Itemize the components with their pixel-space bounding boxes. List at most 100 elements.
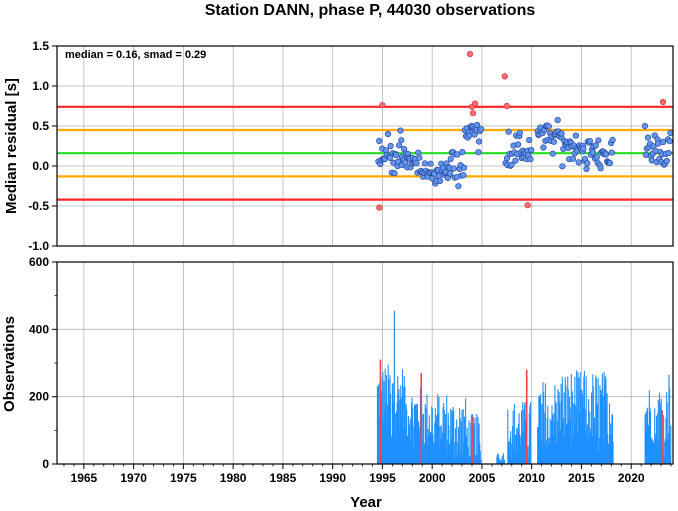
x-tick-label: 2005 bbox=[469, 471, 496, 485]
x-tick-label: 2000 bbox=[419, 471, 446, 485]
residual-points bbox=[375, 50, 674, 211]
residual-point bbox=[460, 172, 467, 179]
residual-point bbox=[540, 144, 547, 151]
residual-point bbox=[512, 157, 519, 164]
x-tick-label: 1995 bbox=[369, 471, 396, 485]
x-tick-label: 2010 bbox=[518, 471, 545, 485]
residual-point bbox=[421, 160, 429, 167]
observations-y-ticks: 600 400 200 0 bbox=[29, 255, 57, 471]
residual-point bbox=[641, 122, 649, 130]
y-tick-label: 600 bbox=[29, 255, 49, 269]
residual-point bbox=[396, 142, 403, 149]
residual-point bbox=[391, 170, 398, 177]
residual-point bbox=[550, 138, 558, 145]
residual-point bbox=[416, 154, 423, 161]
residual-point bbox=[572, 132, 580, 139]
outlier-point bbox=[524, 202, 531, 209]
residual-point bbox=[393, 152, 400, 159]
residual-point bbox=[597, 165, 604, 172]
residual-frame bbox=[56, 45, 674, 247]
stats-annotation: median = 0.16, smad = 0.29 bbox=[65, 49, 206, 61]
y-tick-label: -1.0 bbox=[28, 239, 49, 253]
outlier-point bbox=[376, 204, 383, 211]
residual-point bbox=[450, 165, 457, 172]
residual-point bbox=[413, 160, 420, 167]
residual-point bbox=[558, 130, 565, 137]
x-tick-label: 2020 bbox=[618, 471, 645, 485]
outlier-point bbox=[471, 100, 479, 107]
residual-point bbox=[455, 183, 462, 190]
outlier-point bbox=[379, 102, 386, 109]
residual-point bbox=[609, 136, 616, 143]
residual-point bbox=[475, 138, 483, 145]
residual-point bbox=[474, 121, 481, 129]
residual-point bbox=[514, 141, 522, 148]
residual-point bbox=[376, 137, 383, 144]
residual-point bbox=[397, 127, 404, 134]
residual-point bbox=[387, 142, 394, 150]
outlier-point bbox=[469, 110, 477, 117]
residual-point bbox=[586, 138, 594, 145]
residual-point bbox=[545, 123, 552, 130]
residual-point bbox=[589, 149, 597, 156]
residual-point bbox=[526, 136, 533, 144]
residual-point bbox=[527, 156, 534, 163]
residual-point bbox=[663, 157, 670, 165]
y-tick-label: 0.0 bbox=[32, 159, 49, 173]
y-tick-label: 1.0 bbox=[32, 79, 49, 93]
residual-point bbox=[595, 137, 602, 144]
residual-point bbox=[593, 154, 600, 161]
residual-point bbox=[398, 137, 405, 144]
y-tick-label: 200 bbox=[29, 390, 49, 404]
residual-point bbox=[528, 146, 535, 154]
y-tick-label: 0 bbox=[42, 457, 49, 471]
residual-point bbox=[459, 149, 466, 156]
y-tick-label: 1.5 bbox=[32, 39, 49, 53]
y-tick-label: 0.5 bbox=[32, 119, 49, 133]
residual-point bbox=[642, 151, 650, 158]
residual-point bbox=[549, 150, 556, 157]
residual-point bbox=[554, 116, 561, 124]
residual-point bbox=[508, 161, 515, 168]
residual-point bbox=[559, 163, 566, 170]
residual-point bbox=[584, 160, 591, 167]
residual-point bbox=[659, 139, 667, 146]
observations-y-label: Observations bbox=[1, 316, 18, 412]
residual-point bbox=[475, 149, 482, 156]
residual-point bbox=[592, 142, 599, 149]
x-axis-label: Year bbox=[350, 494, 382, 511]
residual-point bbox=[415, 149, 422, 156]
residual-y-label: Median residual [s] bbox=[3, 78, 20, 214]
residual-point bbox=[427, 160, 434, 167]
residual-point bbox=[454, 151, 461, 158]
y-tick-label: 400 bbox=[29, 322, 49, 336]
x-tick-label: 1990 bbox=[319, 471, 346, 485]
residual-point bbox=[437, 177, 444, 184]
residual-point bbox=[608, 149, 615, 156]
residual-point bbox=[384, 130, 392, 138]
residual-point bbox=[583, 165, 590, 172]
residual-point bbox=[516, 129, 524, 136]
x-tick-label: 1975 bbox=[170, 471, 197, 485]
residual-point bbox=[575, 159, 582, 166]
observations-flag-bars bbox=[379, 359, 663, 464]
residual-point bbox=[602, 151, 610, 158]
x-tick-label: 1980 bbox=[220, 471, 247, 485]
residual-panel: 1.5 1.0 0.5 0.0 -0.5 -1.0 median = 0.16, smad… bbox=[3, 39, 674, 253]
residual-point bbox=[666, 138, 673, 145]
residual-point bbox=[447, 155, 454, 162]
outlier-point bbox=[503, 102, 510, 110]
residual-y-ticks: 1.5 1.0 0.5 0.0 -0.5 -1.0 bbox=[28, 39, 57, 253]
residual-point bbox=[386, 154, 394, 161]
x-tick-label: 1965 bbox=[71, 471, 98, 485]
residual-point bbox=[644, 134, 652, 141]
outlier-point bbox=[659, 98, 667, 106]
outlier-point bbox=[501, 73, 508, 80]
residual-point bbox=[569, 155, 577, 162]
x-tick-label: 1970 bbox=[120, 471, 147, 485]
reference-lines bbox=[57, 105, 673, 201]
residual-point bbox=[447, 170, 454, 177]
residual-point bbox=[580, 145, 587, 152]
